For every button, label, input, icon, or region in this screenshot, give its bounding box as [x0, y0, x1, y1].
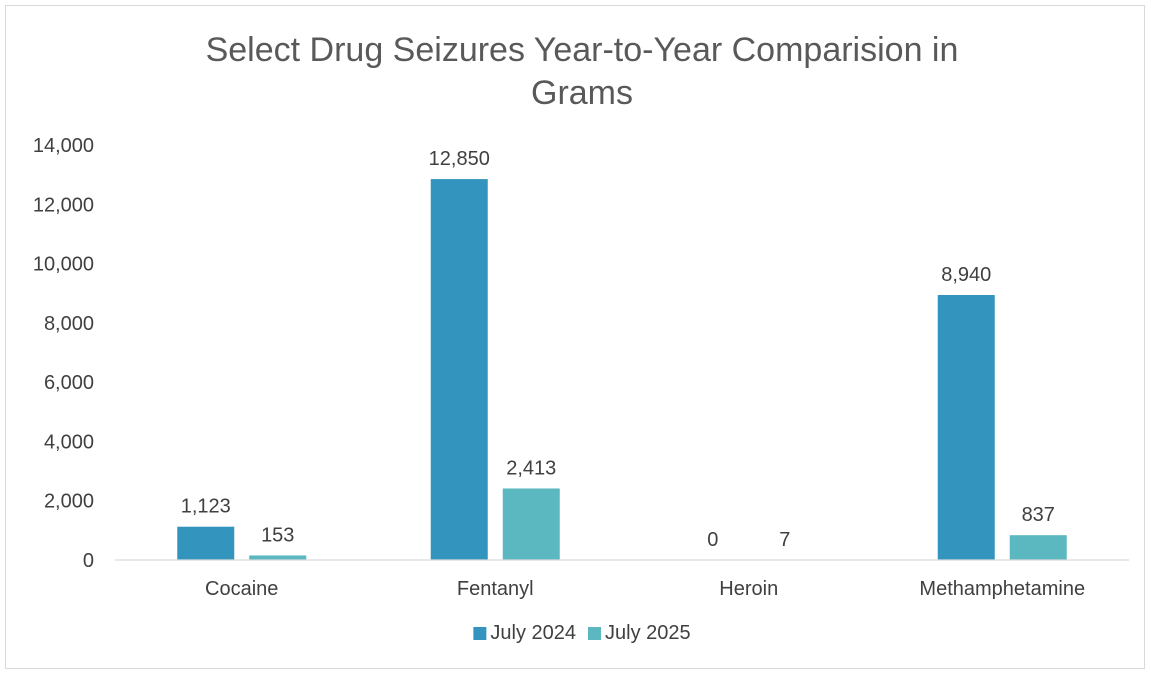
bar-series: 1,123 153 12,850 2,413 0 7 8,940 837 [177, 148, 1067, 560]
bar-fentanyl-july-2024 [430, 179, 488, 560]
y-tick-label: 10,000 [33, 254, 94, 276]
legend-label: July 2024 [490, 622, 576, 644]
bar-fentanyl-july-2025 [502, 488, 560, 560]
legend-swatch [473, 627, 487, 640]
data-label: 1,123 [181, 496, 231, 518]
y-tick-label: 12,000 [33, 194, 94, 216]
x-tick-label: Methamphetamine [919, 578, 1085, 600]
data-label: 12,850 [429, 148, 490, 170]
data-label: 8,940 [941, 264, 991, 286]
data-label: 2,413 [506, 457, 556, 479]
bar-methamphetamine-july-2025 [1009, 535, 1067, 560]
bar-cocaine-july-2024 [177, 526, 235, 560]
legend-label: July 2025 [605, 622, 691, 644]
legend-swatch [588, 627, 601, 640]
bar-methamphetamine-july-2024 [937, 294, 995, 560]
data-label: 837 [1022, 504, 1055, 526]
y-tick-label: 2,000 [44, 491, 94, 513]
y-tick-label: 14,000 [33, 135, 94, 157]
x-tick-label: Cocaine [205, 578, 278, 600]
data-label: 0 [707, 529, 718, 551]
data-label: 7 [779, 529, 790, 551]
legend: July 2024 July 2025 [473, 622, 691, 644]
x-axis: Cocaine Fentanyl Heroin Methamphetamine [205, 578, 1085, 600]
data-label: 153 [261, 524, 294, 546]
chart-title: Select Drug Seizures Year-to-Year Compar… [206, 31, 959, 112]
y-axis: 0 2,000 4,000 6,000 8,000 10,000 12,000 14,000 [33, 135, 94, 572]
y-tick-label: 0 [83, 550, 94, 572]
y-tick-label: 4,000 [44, 431, 94, 453]
x-tick-label: Heroin [719, 578, 778, 600]
x-tick-label: Fentanyl [457, 578, 534, 600]
chart-title-line-1: Select Drug Seizures Year-to-Year Compar… [206, 31, 959, 69]
chart-title-line-2: Grams [531, 74, 633, 112]
y-tick-label: 8,000 [44, 313, 94, 335]
bar-cocaine-july-2025 [249, 555, 307, 560]
y-tick-label: 6,000 [44, 372, 94, 394]
